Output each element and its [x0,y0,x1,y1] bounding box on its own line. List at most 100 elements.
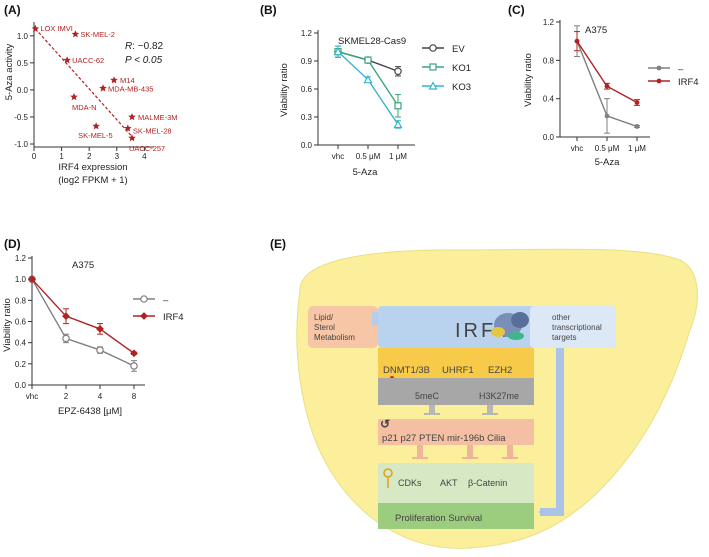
epi-ezh2: EZH2 [488,365,512,376]
panel-d-series-line [31,278,135,367]
panel-a-y-axis-label: 5-Aza activity [4,44,15,101]
panel-label-e: (E) [270,237,286,251]
panel-d-y-tick-label: 0.2 [15,360,27,369]
panel-b-y-tick-label: 0.0 [301,141,313,150]
panel-c-point [574,38,580,44]
panel-b-point [363,74,373,84]
panel-c-y-tick-label: 0.4 [543,95,555,104]
panel-a-x-tick-label: 4 [142,152,147,161]
panel-a-x-axis-label: IRF4 expression [58,162,127,173]
panel-a-point [128,113,136,121]
lipid-label-1: Lipid/ [314,313,334,322]
panel-b-y-tick-label: 0.3 [301,113,313,122]
panel-a-point [31,24,40,32]
panel-a-point [71,30,80,38]
panel-c-x-axis-label: 5-Aza [595,157,621,168]
cilia-icon [383,468,393,488]
panel-d-y-tick-label: 1.0 [15,275,27,284]
pathway-cdks: CDKs [398,478,422,488]
panel-a-x-tick-label: 2 [87,152,92,161]
panel-c-point [634,100,640,105]
panel-a-stat-r: R: −0.82 [125,41,164,52]
panel-c-series-line [576,40,638,104]
panel-a-point [70,92,78,101]
target-genes-box [378,419,534,445]
mark-5mec: 5meC [415,391,440,401]
panel-b-y-tick-label: 0.9 [301,57,313,66]
panel-a-point-label: SK-MEL-28 [133,126,172,135]
panel-b-legend-marker [429,44,437,52]
panel-a-x-tick-label: 3 [115,152,120,161]
pathway-box [378,463,534,503]
panel-d-legend-marker [140,295,148,303]
panel-d: (D) A375 Viability ratio 0.0 0.2 0.4 0.6 0.8… [2,237,184,417]
panel-b-point [333,46,343,56]
epigenetic-box [378,348,534,378]
panel-d-point [28,275,36,284]
panel-label-b: (B) [260,3,277,17]
panel-b-point [394,67,402,76]
panel-b-legend-marker [429,63,437,71]
panel-a-point-label: SK-MEL-5 [78,131,113,140]
pathway-catenin: β-Catenin [468,478,507,488]
panel-d-point [62,334,70,343]
pathway-akt: AKT [440,478,458,488]
panel-c-point [604,113,610,119]
panel-a-point-label: SK-MEL-2 [80,30,115,39]
lipid-label-2: Sterol [314,323,335,332]
panel-b-x-axis-label: 5-Aza [353,167,379,178]
panel-a-y-tick-label: 0.0 [17,86,29,95]
marks-box [378,378,534,405]
panel-a-point [124,124,132,132]
other-targets-1: other [552,313,571,322]
panel-b-legend-label: EV [452,44,465,55]
panel-c-x-tick-label: 1 μM [628,144,646,153]
panel-b-point [364,56,372,64]
epi-uhrf1: UHRF1 [442,365,474,376]
panel-a-y-tick-label: -1.0 [14,140,28,149]
panel-c-x-tick-label: vhc [571,144,583,153]
panel-d-x-tick-label: 2 [64,392,69,401]
panel-a-y-tick-label: 1.0 [17,32,29,41]
panel-d-y-tick-label: 1.2 [15,254,27,263]
panel-c-legend-label: – [678,64,684,75]
panel-c-y-axis-label: Viability ratio [523,53,534,107]
panel-a-point-label: UACC-62 [72,56,104,65]
panel-c-point [604,83,610,89]
epi-dnmt: DNMT1/3B [383,365,430,376]
panel-a-point-label: UACC-257 [129,144,165,153]
other-targets-3: targets [552,333,576,342]
panel-d-y-tick-label: 0.0 [15,381,27,390]
panel-a-x-tick-label: 0 [32,152,37,161]
panel-b-title: SKMEL28-Cas9 [338,36,406,47]
repression-icon: ↺ [380,417,390,431]
panel-a-stat-r-value: : −0.82 [132,41,163,52]
panel-a-point [110,76,118,84]
panel-a-x-axis-label-units: (log2 FPKM + 1) [58,175,127,186]
panel-c-legend-marker [656,65,662,71]
lipid-box [308,306,378,348]
panel-a-point [99,84,107,92]
panel-d-series-line [31,278,135,354]
panel-d-x-tick-label: vhc [26,392,38,401]
panel-c-point [634,124,640,129]
panel-d-y-tick-label: 0.4 [15,339,27,348]
panel-b-point [393,119,403,129]
panel-b: (B) SKMEL28-Cas9 Viability ratio 0.0 0.3 0… [260,3,471,178]
panel-a-x-tick-label: 1 [59,152,64,161]
panel-a: (A) 5-Aza activity -1.0 -0.5 0.0 0.5 1.0 0 1 2… [4,3,178,186]
panel-label-a: (A) [4,3,21,17]
panel-b-x-tick-label: vhc [332,152,344,161]
panel-a-stat-p: P < 0.05 [125,55,163,66]
panel-d-legend-label: – [163,295,169,306]
panel-a-y-tick-label: 0.5 [17,59,29,68]
panel-c-x-tick-label: 0.5 μM [595,144,620,153]
panel-d-y-tick-label: 0.6 [15,318,27,327]
panel-e: (E) Lipid/ Sterol Metabolism IRF4 other … [270,237,698,549]
panel-c-title: A375 [585,25,607,36]
panel-b-point [394,102,402,110]
panel-a-point-label: MDA-MB-435 [108,84,153,93]
panel-b-x-tick-label: 0.5 μM [356,152,381,161]
panel-d-point [62,312,70,321]
lipid-label-3: Metabolism [314,333,355,342]
